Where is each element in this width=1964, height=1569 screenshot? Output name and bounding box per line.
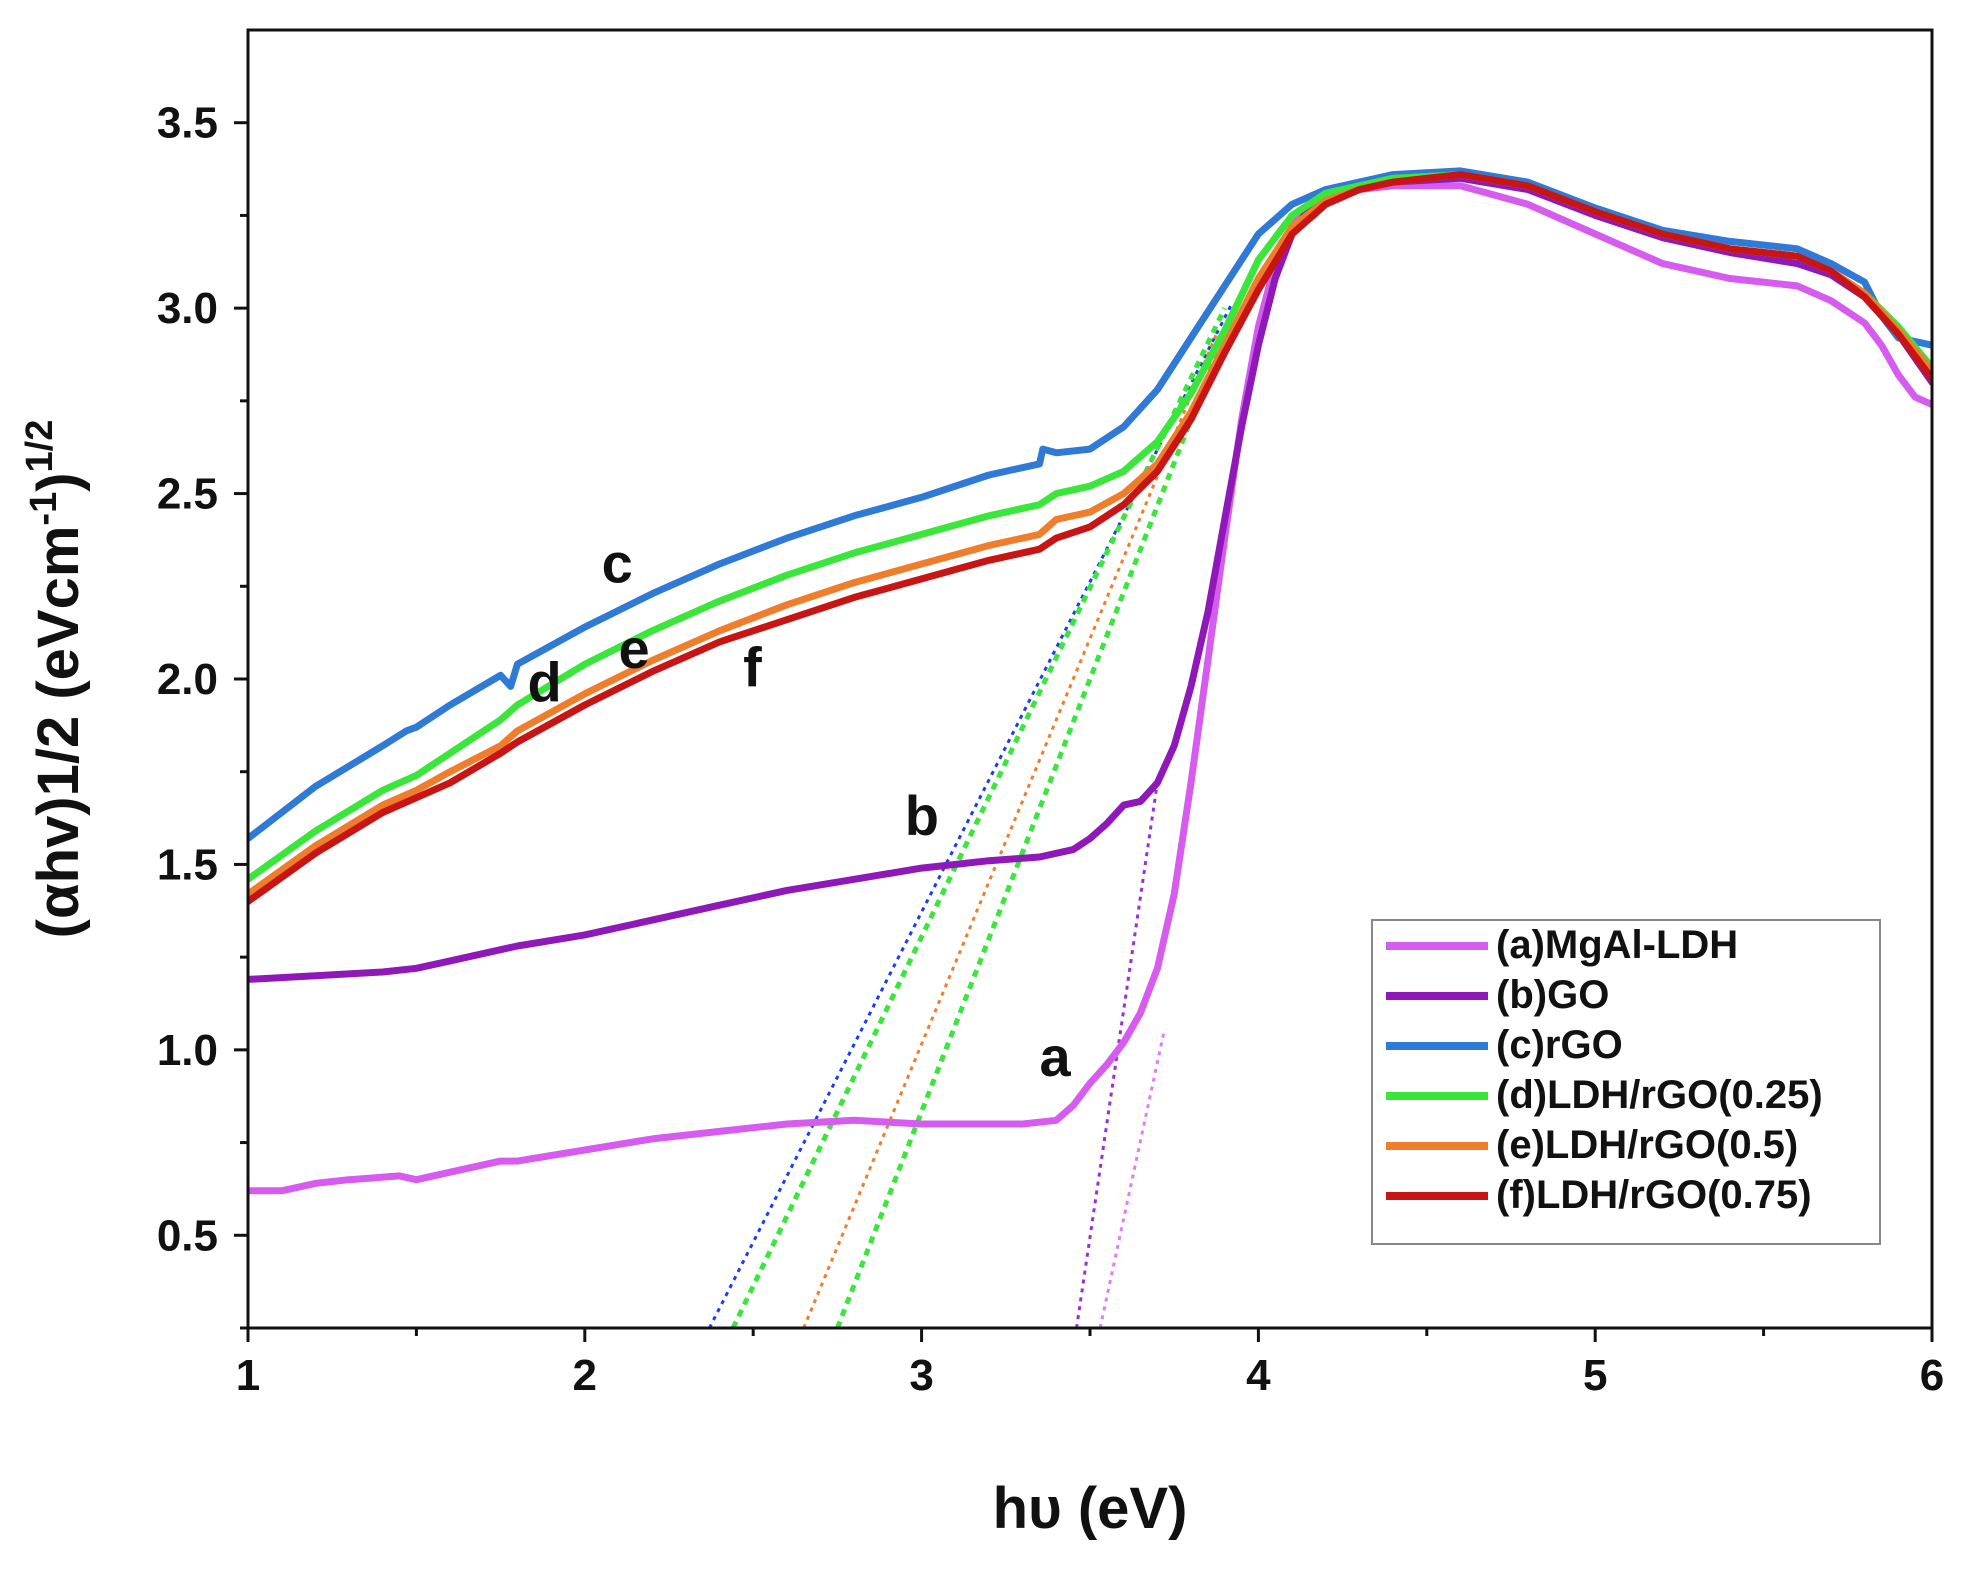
series-layer xyxy=(248,167,1932,1195)
curve-label-e: e xyxy=(618,617,649,680)
series-line-f xyxy=(248,171,1932,905)
y-tick-label: 1.0 xyxy=(157,1026,218,1075)
y-axis-title-main: (αhv)1/2 (eVcm xyxy=(26,526,91,939)
y-tick-label: 1.5 xyxy=(157,840,218,889)
x-tick-label: 4 xyxy=(1246,1351,1271,1400)
x-tick-label: 6 xyxy=(1920,1351,1944,1400)
legend-label-a: (a)MgAl-LDH xyxy=(1496,923,1738,967)
series-line-b xyxy=(248,174,1932,983)
y-tick-label: 3.0 xyxy=(157,284,218,333)
legend-label-e: (e)LDH/rGO(0.5) xyxy=(1496,1123,1798,1167)
y-tick-label: 0.5 xyxy=(157,1211,218,1260)
curve-label-f: f xyxy=(743,635,762,698)
y-axis-title-superscript-2: 1/2 xyxy=(19,420,61,473)
tangent-line-d xyxy=(730,307,1227,1328)
y-axis-title-close: ) xyxy=(26,472,91,491)
plot-frame xyxy=(246,28,1934,1330)
series-line-c xyxy=(248,167,1932,842)
curve-label-c: c xyxy=(602,532,633,595)
series-line-e xyxy=(248,171,1932,898)
curve-label-d: d xyxy=(528,650,562,713)
x-tick-label: 5 xyxy=(1583,1351,1607,1400)
x-axis-title: hυ (eV) xyxy=(993,1476,1188,1541)
tangent-line-e xyxy=(802,329,1220,1328)
y-tick-label: 3.5 xyxy=(157,99,218,148)
legend-label-b: (b)GO xyxy=(1496,973,1609,1017)
x-tick-label: 1 xyxy=(236,1351,260,1400)
x-tick-label: 2 xyxy=(573,1351,597,1400)
tangent-line-a xyxy=(1098,1030,1166,1328)
y-axis-title: (αhv)1/2 (eVcm-1)1/2 xyxy=(19,420,91,939)
legend-label-d: (d)LDH/rGO(0.25) xyxy=(1496,1073,1823,1117)
y-axis-title-superscript-1: -1 xyxy=(23,492,65,526)
legend-box xyxy=(1371,919,1881,1245)
x-tick-label: 3 xyxy=(909,1351,933,1400)
legend-label-f: (f)LDH/rGO(0.75) xyxy=(1496,1173,1812,1217)
series-line-a xyxy=(248,182,1932,1195)
ticks-layer: 1 2 3 4 5 6 0.5 1.0 1.5 2.0 2.5 3.0 3.5 xyxy=(157,99,1944,1400)
curve-label-a: a xyxy=(1039,1025,1071,1088)
legend: (a)MgAl-LDH (b)GO (c)rGO (d)LDH/rGO(0.25) (e… xyxy=(1371,919,1881,1245)
y-tick-label: 2.5 xyxy=(157,470,218,519)
y-tick-label: 2.0 xyxy=(157,655,218,704)
tangent-line-b xyxy=(1075,782,1159,1328)
legend-label-c: (c)rGO xyxy=(1496,1023,1623,1067)
curve-label-b: b xyxy=(905,784,939,847)
tangents-layer xyxy=(708,303,1234,1328)
curve-labels-layer: a b cde f xyxy=(528,532,1072,1088)
legend-items: (a)MgAl-LDH (b)GO (c)rGO (d)LDH/rGO(0.25) (e… xyxy=(1386,923,1823,1217)
